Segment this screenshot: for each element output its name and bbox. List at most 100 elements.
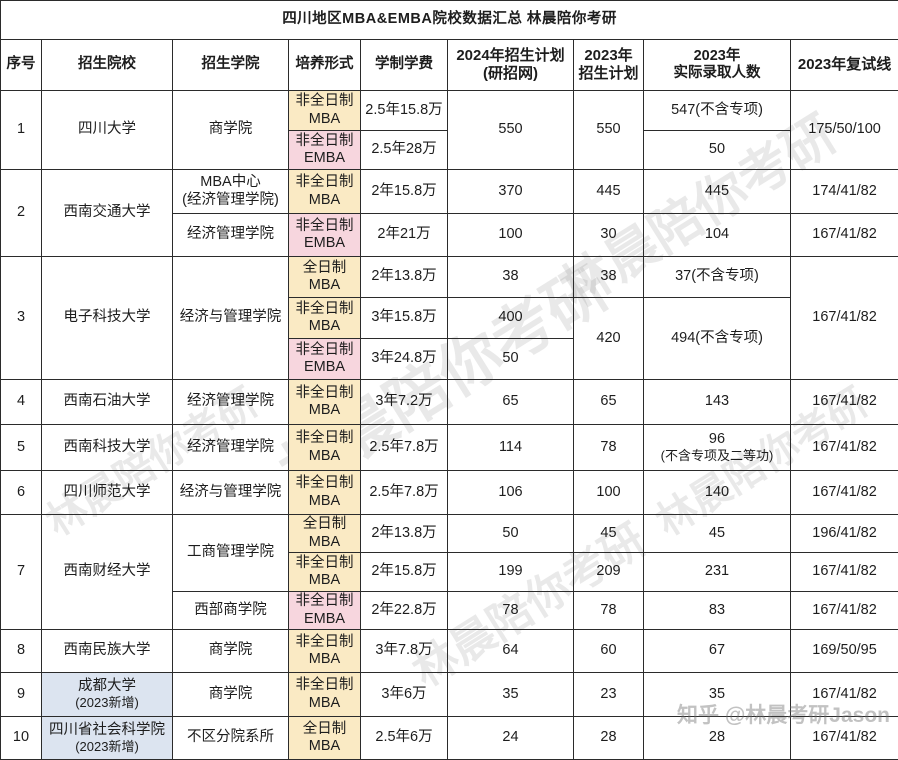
cell-duration-fee[interactable]: 3年7.8万 — [361, 630, 448, 673]
cell-index[interactable]: 5 — [1, 425, 42, 471]
cell-form[interactable]: 非全日制 MBA — [289, 630, 361, 673]
cell-duration-fee[interactable]: 2年22.8万 — [361, 592, 448, 630]
cell-admitted-2023[interactable]: 37(不含专项) — [644, 257, 791, 298]
cell-plan-2023[interactable]: 550 — [574, 91, 644, 170]
cell-plan-2023[interactable]: 209 — [574, 553, 644, 592]
cell-college[interactable]: 经济管理学院 — [173, 380, 289, 425]
cell-plan-2024[interactable]: 370 — [448, 170, 574, 214]
cell-duration-fee[interactable]: 3年7.2万 — [361, 380, 448, 425]
cell-score-2023[interactable]: 167/41/82 — [791, 592, 898, 630]
column-header-college[interactable]: 招生学院 — [173, 40, 289, 91]
cell-plan-2024[interactable]: 106 — [448, 471, 574, 515]
cell-plan-2023[interactable]: 100 — [574, 471, 644, 515]
cell-form[interactable]: 非全日制 EMBA — [289, 131, 361, 170]
cell-college[interactable]: 商学院 — [173, 630, 289, 673]
cell-plan-2023[interactable]: 445 — [574, 170, 644, 214]
cell-duration-fee[interactable]: 2.5年6万 — [361, 717, 448, 760]
cell-score-2023[interactable]: 167/41/82 — [791, 425, 898, 471]
column-header-duration-fee[interactable]: 学制学费 — [361, 40, 448, 91]
cell-form[interactable]: 非全日制 EMBA — [289, 339, 361, 380]
cell-admitted-2023[interactable]: 494(不含专项) — [644, 298, 791, 380]
cell-plan-2024[interactable]: 78 — [448, 592, 574, 630]
cell-college[interactable]: 工商管理学院 — [173, 515, 289, 592]
cell-plan-2024[interactable]: 50 — [448, 515, 574, 553]
column-header-index[interactable]: 序号 — [1, 40, 42, 91]
cell-duration-fee[interactable]: 2年21万 — [361, 214, 448, 257]
cell-index[interactable]: 8 — [1, 630, 42, 673]
cell-plan-2023[interactable]: 45 — [574, 515, 644, 553]
cell-index[interactable]: 4 — [1, 380, 42, 425]
cell-plan-2024[interactable]: 65 — [448, 380, 574, 425]
cell-duration-fee[interactable]: 3年24.8万 — [361, 339, 448, 380]
cell-index[interactable]: 6 — [1, 471, 42, 515]
cell-school[interactable]: 电子科技大学 — [42, 257, 173, 380]
cell-form[interactable]: 全日制 MBA — [289, 515, 361, 553]
column-header-plan-2023[interactable]: 2023年 招生计划 — [574, 40, 644, 91]
cell-duration-fee[interactable]: 2年15.8万 — [361, 553, 448, 592]
cell-index[interactable]: 1 — [1, 91, 42, 170]
cell-score-2023[interactable]: 167/41/82 — [791, 717, 898, 760]
cell-admitted-2023[interactable]: 50 — [644, 131, 791, 170]
cell-admitted-2023[interactable]: 143 — [644, 380, 791, 425]
cell-college[interactable]: 经济与管理学院 — [173, 257, 289, 380]
cell-plan-2023[interactable]: 420 — [574, 298, 644, 380]
cell-duration-fee[interactable]: 3年15.8万 — [361, 298, 448, 339]
cell-score-2023[interactable]: 175/50/100 — [791, 91, 898, 170]
cell-school[interactable]: 西南科技大学 — [42, 425, 173, 471]
cell-admitted-2023[interactable]: 83 — [644, 592, 791, 630]
cell-score-2023[interactable]: 167/41/82 — [791, 257, 898, 380]
cell-index[interactable]: 2 — [1, 170, 42, 257]
cell-school[interactable]: 四川省社会科学院 (2023新增) — [42, 717, 173, 760]
cell-score-2023[interactable]: 167/41/82 — [791, 214, 898, 257]
cell-school[interactable]: 西南石油大学 — [42, 380, 173, 425]
cell-duration-fee[interactable]: 2.5年28万 — [361, 131, 448, 170]
cell-form[interactable]: 非全日制 MBA — [289, 673, 361, 717]
cell-admitted-2023[interactable]: 45 — [644, 515, 791, 553]
cell-plan-2023[interactable]: 60 — [574, 630, 644, 673]
cell-school[interactable]: 西南财经大学 — [42, 515, 173, 630]
cell-index[interactable]: 9 — [1, 673, 42, 717]
cell-plan-2024[interactable]: 114 — [448, 425, 574, 471]
cell-duration-fee[interactable]: 2年13.8万 — [361, 257, 448, 298]
cell-duration-fee[interactable]: 2.5年7.8万 — [361, 425, 448, 471]
cell-score-2023[interactable]: 167/41/82 — [791, 553, 898, 592]
cell-school[interactable]: 成都大学 (2023新增) — [42, 673, 173, 717]
cell-form[interactable]: 非全日制 MBA — [289, 298, 361, 339]
cell-score-2023[interactable]: 167/41/82 — [791, 380, 898, 425]
cell-college[interactable]: 西部商学院 — [173, 592, 289, 630]
cell-duration-fee[interactable]: 3年6万 — [361, 673, 448, 717]
cell-admitted-2023[interactable]: 140 — [644, 471, 791, 515]
cell-admitted-2023[interactable]: 104 — [644, 214, 791, 257]
cell-school[interactable]: 西南民族大学 — [42, 630, 173, 673]
cell-admitted-2023[interactable]: 28 — [644, 717, 791, 760]
cell-duration-fee[interactable]: 2.5年7.8万 — [361, 471, 448, 515]
cell-index[interactable]: 10 — [1, 717, 42, 760]
cell-admitted-2023[interactable]: 445 — [644, 170, 791, 214]
cell-form[interactable]: 全日制 MBA — [289, 257, 361, 298]
cell-school[interactable]: 四川师范大学 — [42, 471, 173, 515]
column-header-plan-2024[interactable]: 2024年招生计划 (研招网) — [448, 40, 574, 91]
cell-form[interactable]: 非全日制 EMBA — [289, 592, 361, 630]
cell-college[interactable]: MBA中心 (经济管理学院) — [173, 170, 289, 214]
cell-score-2023[interactable]: 167/41/82 — [791, 673, 898, 717]
cell-plan-2023[interactable]: 30 — [574, 214, 644, 257]
cell-form[interactable]: 非全日制 EMBA — [289, 214, 361, 257]
cell-duration-fee[interactable]: 2.5年15.8万 — [361, 91, 448, 131]
cell-plan-2023[interactable]: 28 — [574, 717, 644, 760]
cell-score-2023[interactable]: 169/50/95 — [791, 630, 898, 673]
cell-form[interactable]: 非全日制 MBA — [289, 91, 361, 131]
cell-plan-2024[interactable]: 100 — [448, 214, 574, 257]
cell-admitted-2023[interactable]: 231 — [644, 553, 791, 592]
cell-plan-2024[interactable]: 64 — [448, 630, 574, 673]
cell-duration-fee[interactable]: 2年13.8万 — [361, 515, 448, 553]
cell-score-2023[interactable]: 196/41/82 — [791, 515, 898, 553]
cell-plan-2024[interactable]: 35 — [448, 673, 574, 717]
cell-form[interactable]: 非全日制 MBA — [289, 170, 361, 214]
cell-plan-2024[interactable]: 50 — [448, 339, 574, 380]
cell-school[interactable]: 四川大学 — [42, 91, 173, 170]
column-header-admitted-2023[interactable]: 2023年 实际录取人数 — [644, 40, 791, 91]
cell-college[interactable]: 商学院 — [173, 673, 289, 717]
column-header-score-2023[interactable]: 2023年复试线 — [791, 40, 898, 91]
cell-form[interactable]: 非全日制 MBA — [289, 553, 361, 592]
column-header-school[interactable]: 招生院校 — [42, 40, 173, 91]
